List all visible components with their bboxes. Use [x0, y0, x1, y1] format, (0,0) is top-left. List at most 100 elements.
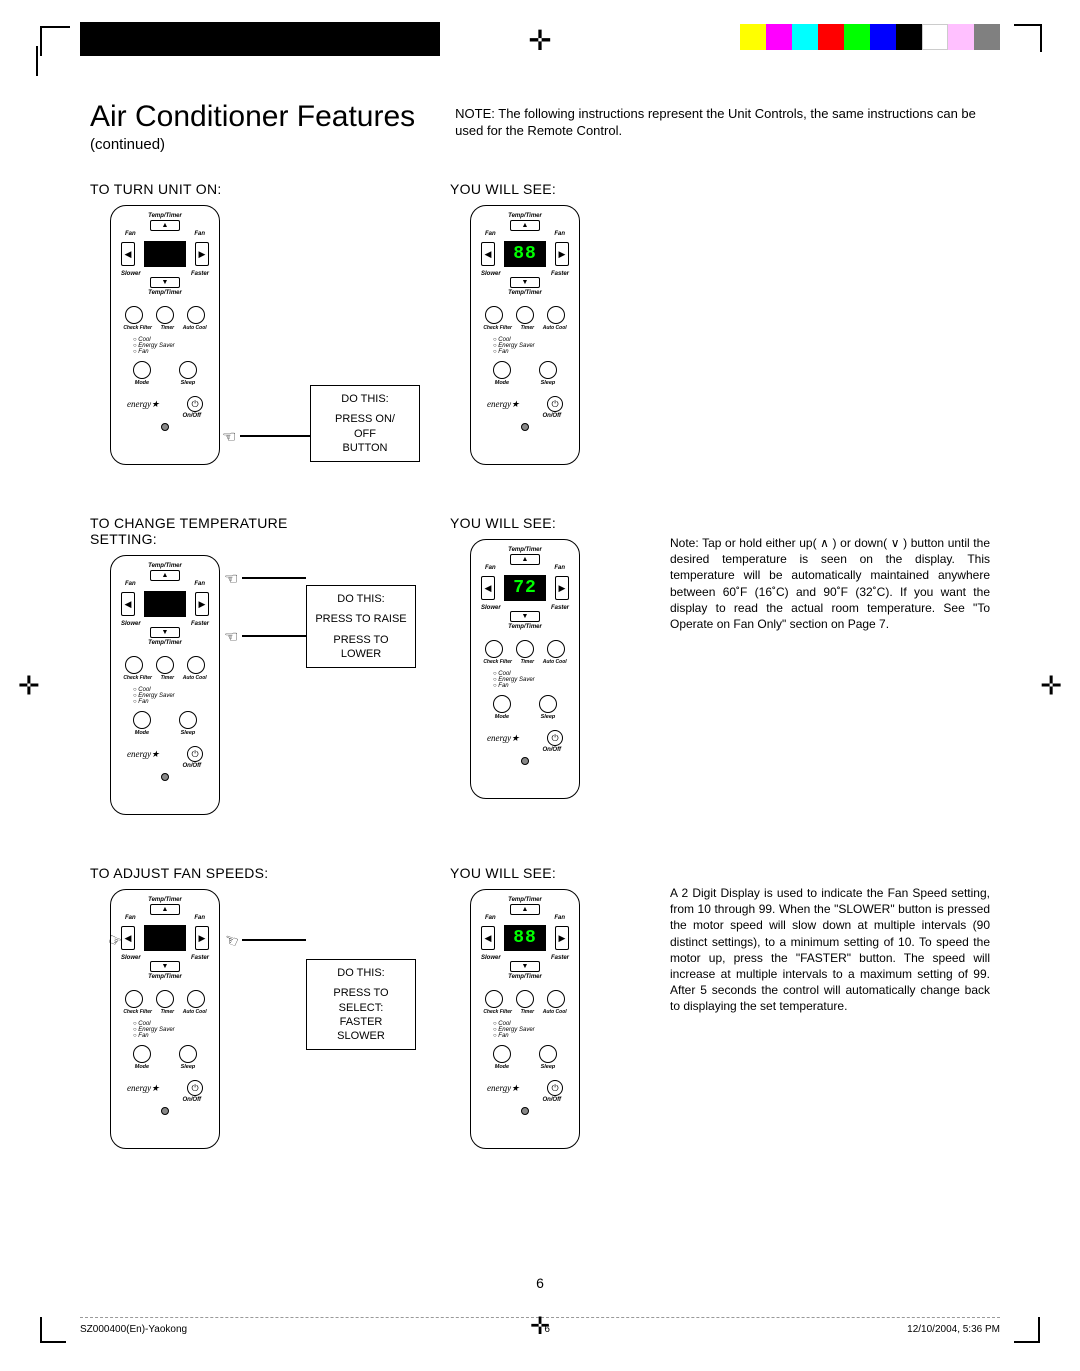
auto-cool-button[interactable] [547, 640, 565, 658]
crosshair-left: ✛ [18, 670, 40, 701]
power-button[interactable]: ⏻ [547, 730, 563, 746]
sleep-button[interactable] [179, 711, 197, 729]
temp-down-button[interactable]: ▼ [150, 627, 180, 638]
color-bar [740, 24, 1000, 50]
check-filter-button[interactable] [485, 306, 503, 324]
sleep-button[interactable] [179, 1045, 197, 1063]
page-content: Air Conditioner Features (continued) NOT… [90, 100, 990, 1149]
head-you-will-see-3: YOU WILL SEE: [450, 865, 650, 881]
temp-down-button[interactable]: ▼ [510, 611, 540, 622]
temp-up-button[interactable]: ▲ [510, 554, 540, 565]
mode-list: Cool Energy Saver Fan [133, 687, 211, 705]
onoff-label: On/Off [119, 1097, 211, 1103]
fan-slower-button[interactable]: ◀ [481, 926, 495, 950]
auto-cool-button[interactable] [187, 656, 205, 674]
faster-label: Faster [191, 621, 209, 627]
fan-faster-button[interactable]: ▶ [195, 242, 209, 266]
check-filter-label: Check Filter [483, 325, 512, 331]
fan-faster-button[interactable]: ▶ [195, 926, 209, 950]
callout-line1: PRESS TO RAISE [315, 612, 407, 626]
fan-slower-button[interactable]: ◀ [121, 592, 135, 616]
auto-cool-button[interactable] [187, 306, 205, 324]
auto-cool-button[interactable] [547, 306, 565, 324]
fan-slower-button[interactable]: ◀ [481, 576, 495, 600]
crosshair-bottom: ✛ [530, 1312, 550, 1341]
led-indicator [161, 1107, 169, 1115]
check-filter-label: Check Filter [483, 1009, 512, 1015]
check-filter-button[interactable] [125, 990, 143, 1008]
power-button[interactable]: ⏻ [187, 1080, 203, 1096]
sleep-button[interactable] [539, 695, 557, 713]
auto-cool-button[interactable] [187, 990, 205, 1008]
mode-button[interactable] [493, 361, 511, 379]
mode-button[interactable] [133, 361, 151, 379]
note-s3: A 2 Digit Display is used to indicate th… [670, 865, 990, 1149]
timer-button[interactable] [516, 990, 534, 1008]
head-you-will-see-1: YOU WILL SEE: [450, 181, 650, 197]
power-button[interactable]: ⏻ [547, 396, 563, 412]
fan-label-r: Fan [554, 565, 565, 571]
power-button[interactable]: ⏻ [187, 746, 203, 762]
sleep-button[interactable] [539, 361, 557, 379]
auto-cool-button[interactable] [547, 990, 565, 1008]
temp-down-button[interactable]: ▼ [150, 961, 180, 972]
timer-button[interactable] [156, 990, 174, 1008]
temp-timer-label-bot: Temp/Timer [119, 290, 211, 296]
pointer-hand-icon: ☞ [224, 569, 238, 589]
faster-label: Faster [191, 955, 209, 961]
fan-faster-button[interactable]: ▶ [555, 576, 569, 600]
fan-faster-button[interactable]: ▶ [555, 242, 569, 266]
temp-down-button[interactable]: ▼ [510, 961, 540, 972]
callout-3: DO THIS: PRESS TO SELECT: FASTER SLOWER [306, 959, 416, 1050]
mode-list: Cool Energy Saver Fan [133, 337, 211, 355]
onoff-label: On/Off [119, 413, 211, 419]
mode-label: Mode [495, 1064, 509, 1070]
auto-cool-label: Auto Cool [183, 675, 207, 681]
power-button[interactable]: ⏻ [187, 396, 203, 412]
fan-slower-button[interactable]: ◀ [121, 242, 135, 266]
mode-label: Mode [495, 380, 509, 386]
energy-star-icon: energy★ [127, 1083, 159, 1094]
timer-label: Timer [161, 1009, 175, 1015]
power-button[interactable]: ⏻ [547, 1080, 563, 1096]
remote-diagram: Temp/Timer ▲ FanFan ◀ 88 ▶ SlowerFaster … [470, 205, 580, 465]
check-filter-button[interactable] [485, 990, 503, 1008]
temp-up-button[interactable]: ▲ [510, 904, 540, 915]
timer-button[interactable] [516, 640, 534, 658]
fan-slower-button[interactable]: ◀ [481, 242, 495, 266]
temp-timer-label: Temp/Timer [471, 547, 579, 553]
check-filter-button[interactable] [125, 656, 143, 674]
mode-button[interactable] [493, 1045, 511, 1063]
temp-timer-label: Temp/Timer [111, 563, 219, 569]
onoff-label: On/Off [479, 747, 571, 753]
mode-button[interactable] [133, 711, 151, 729]
mode-button[interactable] [493, 695, 511, 713]
mode-fan: Fan [493, 683, 571, 689]
sleep-label: Sleep [181, 730, 196, 736]
temp-up-button[interactable]: ▲ [510, 220, 540, 231]
sleep-button[interactable] [539, 1045, 557, 1063]
timer-button[interactable] [156, 656, 174, 674]
fan-label-r: Fan [554, 231, 565, 237]
faster-label: Faster [551, 955, 569, 961]
temp-down-button[interactable]: ▼ [510, 277, 540, 288]
temp-up-button[interactable]: ▲ [150, 904, 180, 915]
pointer-hand-icon: ☞ [222, 427, 236, 447]
callout-2: DO THIS: PRESS TO RAISE PRESS TO LOWER [306, 585, 416, 668]
registration-header: ✛ [0, 10, 1080, 70]
temp-down-button[interactable]: ▼ [150, 277, 180, 288]
section-change-temp: TO CHANGE TEMPERATURE SETTING: Temp/Time… [90, 515, 990, 815]
mode-button[interactable] [133, 1045, 151, 1063]
temp-up-button[interactable]: ▲ [150, 220, 180, 231]
temp-timer-label: Temp/Timer [111, 213, 219, 219]
timer-button[interactable] [156, 306, 174, 324]
fan-faster-button[interactable]: ▶ [195, 592, 209, 616]
fan-faster-button[interactable]: ▶ [555, 926, 569, 950]
check-filter-button[interactable] [125, 306, 143, 324]
remote-diagram: Temp/Timer ▲ FanFan ◀ 72 ▶ SlowerFaster … [470, 539, 580, 799]
mode-list: Cool Energy Saver Fan [133, 1021, 211, 1039]
sleep-button[interactable] [179, 361, 197, 379]
timer-button[interactable] [516, 306, 534, 324]
temp-up-button[interactable]: ▲ [150, 570, 180, 581]
check-filter-button[interactable] [485, 640, 503, 658]
